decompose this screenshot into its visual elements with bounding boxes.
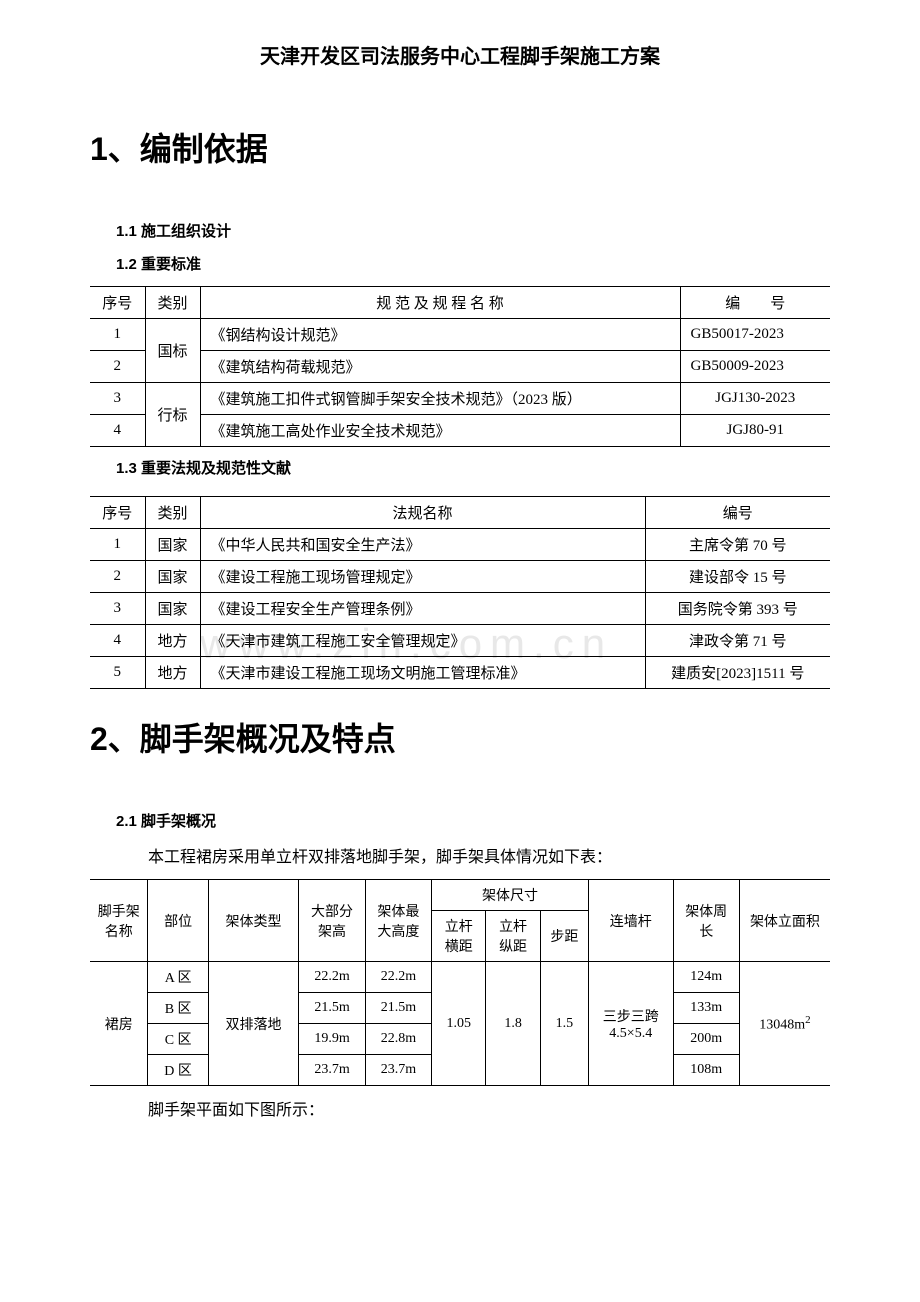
section1-sub1: 1.1 施工组织设计	[116, 220, 830, 241]
t3-h9: 架体立面积	[739, 880, 830, 962]
t2-r5-code: 建质安[2023]1511 号	[645, 657, 830, 689]
t3-r4-h1: 23.7m	[299, 1055, 365, 1086]
section2-sub1: 2.1 脚手架概况	[116, 810, 830, 831]
t2-r3-cat: 国家	[145, 593, 200, 625]
t2-r5-seq: 5	[90, 657, 145, 689]
t1-r2-seq: 2	[90, 351, 145, 383]
t3-r4-len: 108m	[673, 1055, 739, 1086]
t3-h6a: 立杆横距	[432, 911, 486, 962]
t3-h8: 架体周长	[673, 880, 739, 962]
t1-h-code: 编 号	[680, 287, 830, 319]
t2-h-name: 法规名称	[200, 497, 645, 529]
t3-r2-len: 133m	[673, 993, 739, 1024]
t2-r3-seq: 3	[90, 593, 145, 625]
t1-r1-name: 《钢结构设计规范》	[200, 319, 680, 351]
t3-r3-len: 200m	[673, 1024, 739, 1055]
t1-r4-seq: 4	[90, 415, 145, 447]
t3-r3-h2: 22.8m	[365, 1024, 431, 1055]
section1-heading-text: 1、编制依据	[90, 131, 268, 167]
t3-r-wall: 三步三跨 4.5×5.4	[589, 962, 674, 1086]
t2-r4-seq: 4	[90, 625, 145, 657]
t1-h-name: 规 范 及 规 程 名 称	[200, 287, 680, 319]
t2-r2-code: 建设部令 15 号	[645, 561, 830, 593]
t3-h4: 大部分架高	[299, 880, 365, 962]
scaffold-table: 脚手架名称 部位 架体类型 大部分架高 架体最大高度 架体尺寸 连墙杆 架体周长…	[90, 879, 830, 1086]
t3-r2-h1: 21.5m	[299, 993, 365, 1024]
t3-r1-len: 124m	[673, 962, 739, 993]
t3-r-name: 裙房	[90, 962, 148, 1086]
t3-r4-loc: D 区	[148, 1055, 208, 1086]
t2-r4-code: 津政令第 71 号	[645, 625, 830, 657]
t2-h-seq: 序号	[90, 497, 145, 529]
t2-r3-name: 《建设工程安全生产管理条例》	[200, 593, 645, 625]
t2-r5-cat: 地方	[145, 657, 200, 689]
t2-r2-name: 《建设工程施工现场管理规定》	[200, 561, 645, 593]
t3-r-d1: 1.05	[432, 962, 486, 1086]
section2-heading-text: 2、脚手架概况及特点	[90, 721, 396, 757]
t2-r2-cat: 国家	[145, 561, 200, 593]
t2-r5-name: 《天津市建设工程施工现场文明施工管理标准》	[200, 657, 645, 689]
t1-r4-code: JGJ80-91	[680, 415, 830, 447]
t2-r1-seq: 1	[90, 529, 145, 561]
t3-r1-h2: 22.2m	[365, 962, 431, 993]
section2-heading: 2、脚手架概况及特点	[90, 714, 830, 760]
t3-h6: 架体尺寸	[432, 880, 589, 911]
t3-h6b: 立杆纵距	[486, 911, 540, 962]
t1-r3-name: 《建筑施工扣件式钢管脚手架安全技术规范》（2023 版）	[200, 383, 680, 415]
t2-r4-cat: 地方	[145, 625, 200, 657]
t3-r3-h1: 19.9m	[299, 1024, 365, 1055]
t1-r1-code: GB50017-2023	[680, 319, 830, 351]
t2-h-cat: 类别	[145, 497, 200, 529]
t2-r3-code: 国务院令第 393 号	[645, 593, 830, 625]
t3-h5: 架体最大高度	[365, 880, 431, 962]
t3-r1-loc: A 区	[148, 962, 208, 993]
t3-h1: 脚手架名称	[90, 880, 148, 962]
t3-r-type: 双排落地	[208, 962, 299, 1086]
t3-r2-loc: B 区	[148, 993, 208, 1024]
t2-r1-cat: 国家	[145, 529, 200, 561]
section1-heading: 1、编制依据	[90, 124, 830, 170]
t3-r4-h2: 23.7m	[365, 1055, 431, 1086]
section1-sub3: 1.3 重要法规及规范性文献	[116, 457, 830, 478]
t1-r4-name: 《建筑施工高处作业安全技术规范》	[200, 415, 680, 447]
t1-h-cat: 类别	[145, 287, 200, 319]
page-title: 天津开发区司法服务中心工程脚手架施工方案	[90, 40, 830, 69]
t2-r2-seq: 2	[90, 561, 145, 593]
t1-r1-cat: 国标	[145, 319, 200, 383]
t3-r3-loc: C 区	[148, 1024, 208, 1055]
t3-h6c: 步距	[540, 911, 588, 962]
section2-footer: 脚手架平面如下图所示：	[116, 1096, 830, 1120]
t1-r2-name: 《建筑结构荷载规范》	[200, 351, 680, 383]
section2-intro: 本工程裙房采用单立杆双排落地脚手架，脚手架具体情况如下表：	[116, 843, 830, 867]
t2-r1-name: 《中华人民共和国安全生产法》	[200, 529, 645, 561]
t3-r1-h1: 22.2m	[299, 962, 365, 993]
section1-sub2: 1.2 重要标准	[116, 253, 830, 274]
standards-table: 序号 类别 规 范 及 规 程 名 称 编 号 1 国标 《钢结构设计规范》 G…	[90, 286, 830, 447]
t3-r-d3: 1.5	[540, 962, 588, 1086]
t3-r-d2: 1.8	[486, 962, 540, 1086]
t1-r3-code: JGJ130-2023	[680, 383, 830, 415]
t2-r1-code: 主席令第 70 号	[645, 529, 830, 561]
t1-r1-seq: 1	[90, 319, 145, 351]
t1-h-seq: 序号	[90, 287, 145, 319]
t3-r2-h2: 21.5m	[365, 993, 431, 1024]
regulations-table: 序号 类别 法规名称 编号 1 国家 《中华人民共和国安全生产法》 主席令第 7…	[90, 496, 830, 689]
t1-r3-cat: 行标	[145, 383, 200, 447]
t1-r3-seq: 3	[90, 383, 145, 415]
t3-h2: 部位	[148, 880, 208, 962]
t2-r4-name: 《天津市建筑工程施工安全管理规定》	[200, 625, 645, 657]
t3-r-area: 13048m2	[739, 962, 830, 1086]
t2-h-code: 编号	[645, 497, 830, 529]
t3-h7: 连墙杆	[589, 880, 674, 962]
t3-h3: 架体类型	[208, 880, 299, 962]
t1-r2-code: GB50009-2023	[680, 351, 830, 383]
